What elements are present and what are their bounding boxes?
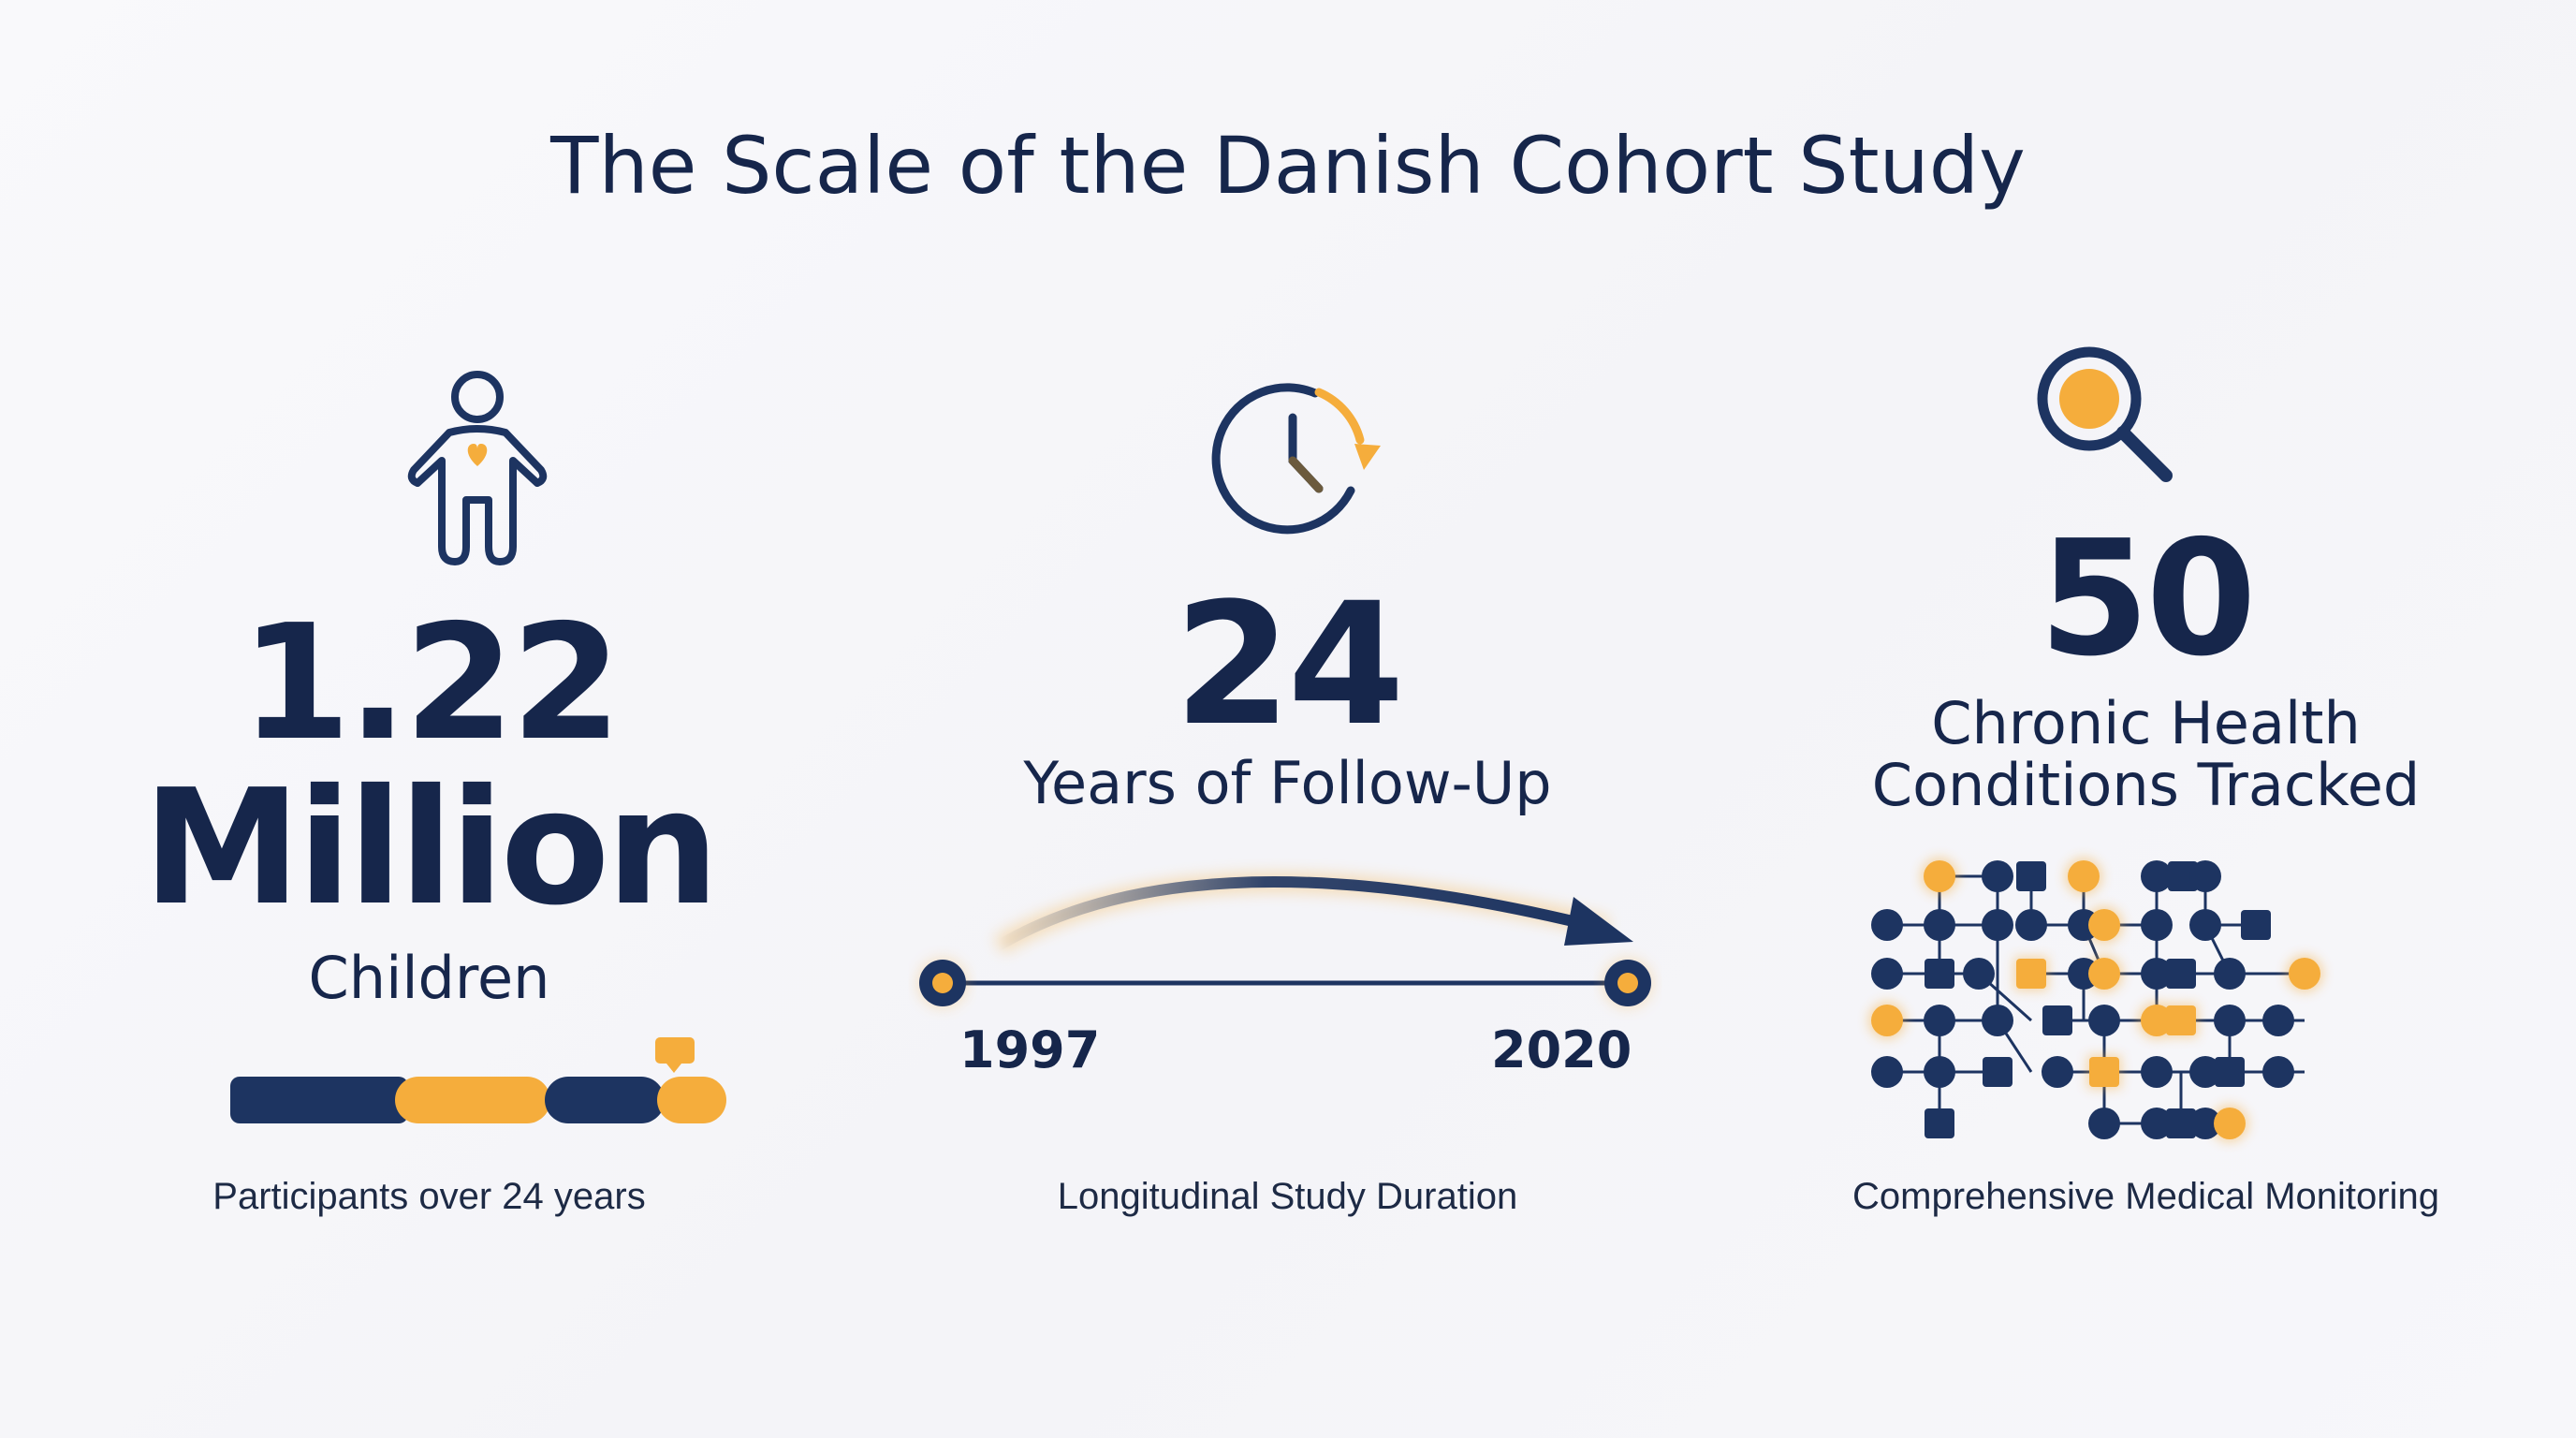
magnifier-icon bbox=[2037, 346, 2173, 482]
stat-conditions: 50 Chronic Health Conditions Tracked bbox=[1717, 0, 2575, 1438]
timeline-end-year: 2020 bbox=[1491, 1020, 1632, 1079]
children-caption: Participants over 24 years bbox=[212, 1176, 646, 1217]
timeline-graphic bbox=[918, 873, 1652, 1007]
page-title: The Scale of the Danish Cohort Study bbox=[550, 120, 2026, 212]
stat-follow-up: 24 Years of Follow-Up 1997 2020 Longitud… bbox=[858, 0, 1717, 1438]
children-count: 1.22 bbox=[240, 591, 622, 776]
participants-progress-bar bbox=[230, 1037, 726, 1123]
node-network-icon bbox=[1868, 858, 2323, 1142]
follow-up-label: Years of Follow-Up bbox=[1023, 749, 1552, 817]
timeline-start-year: 1997 bbox=[959, 1020, 1101, 1079]
stat-children: 1.22 Million Children Participants over … bbox=[0, 0, 858, 1438]
child-heart-icon bbox=[407, 371, 548, 565]
conditions-label-line2: Conditions Tracked bbox=[1871, 751, 2421, 819]
conditions-caption: Comprehensive Medical Monitoring bbox=[1852, 1176, 2439, 1217]
follow-up-years: 24 bbox=[1174, 567, 1405, 763]
conditions-count: 50 bbox=[2039, 506, 2257, 692]
conditions-label-line1: Chronic Health bbox=[1931, 689, 2361, 757]
follow-up-caption: Longitudinal Study Duration bbox=[1057, 1176, 1518, 1217]
children-label: Children bbox=[308, 944, 550, 1012]
children-unit: Million bbox=[142, 756, 719, 941]
clock-arrow-icon bbox=[1211, 383, 1381, 535]
